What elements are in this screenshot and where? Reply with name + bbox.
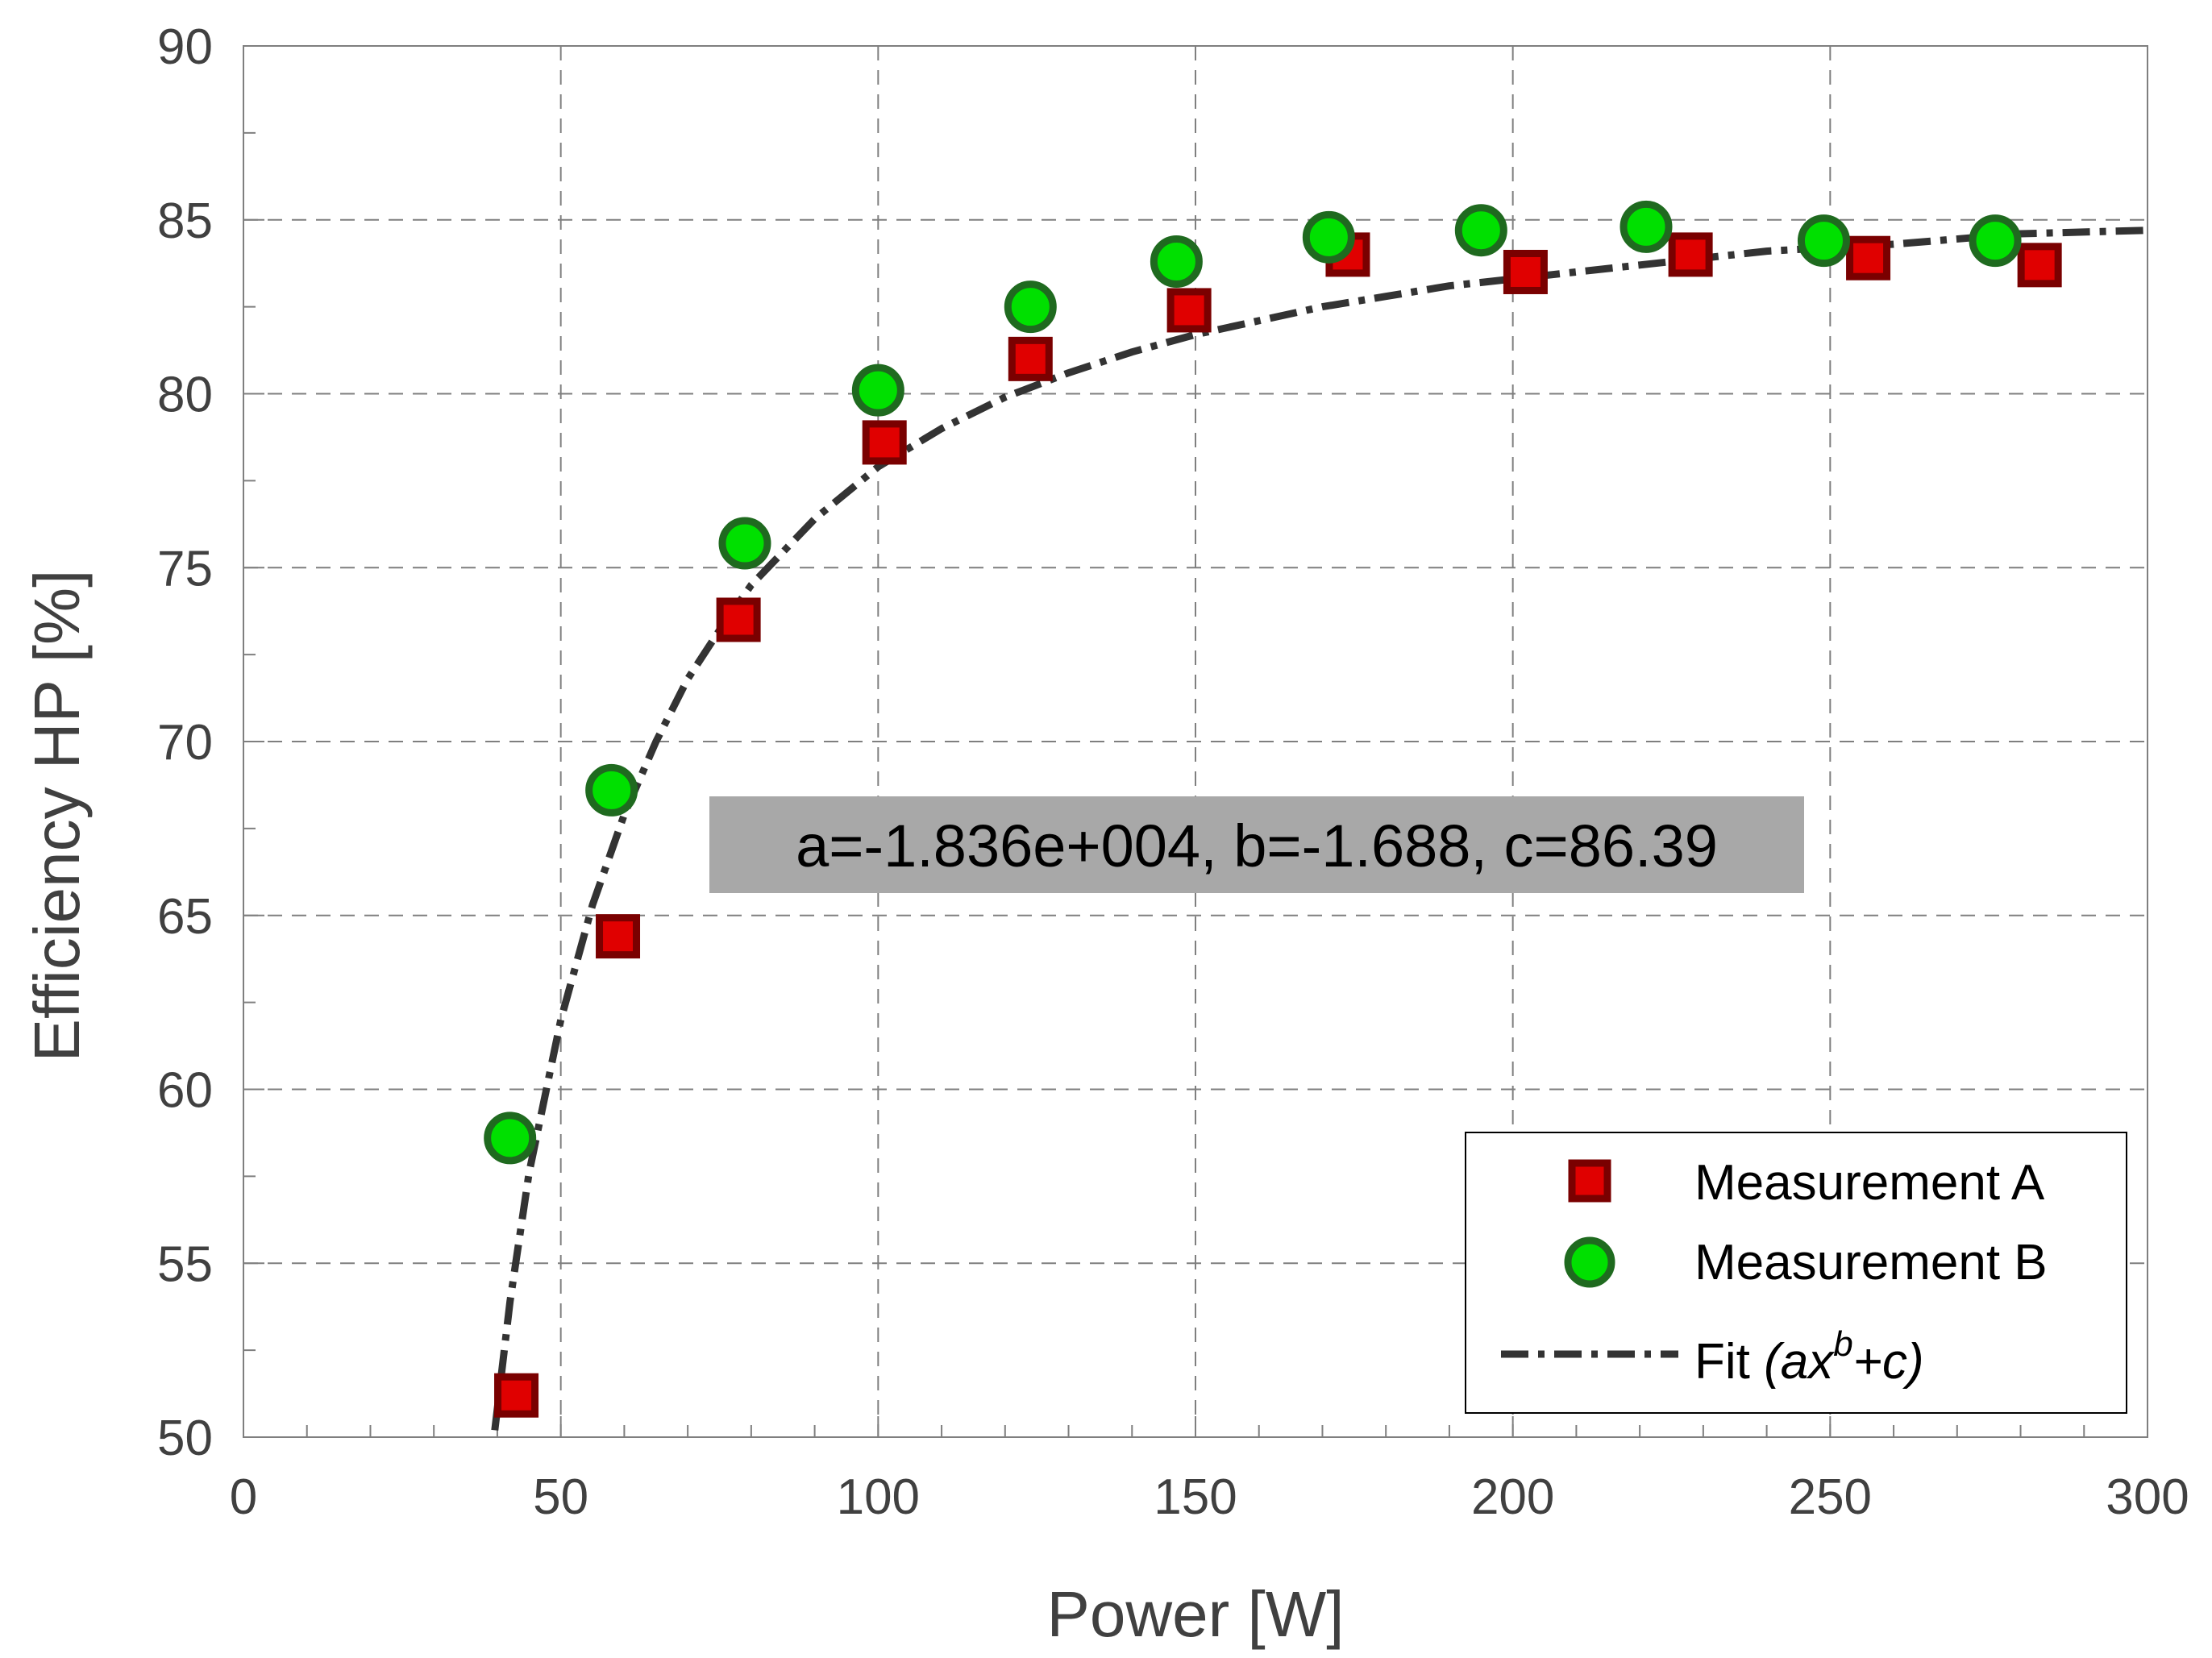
- measurement-a-point: [716, 597, 761, 642]
- x-tick-label: 0: [230, 1469, 257, 1525]
- measurement-a-point: [494, 1373, 539, 1418]
- measurement-a-point: [1846, 235, 1891, 280]
- fit-line: [491, 226, 2148, 1431]
- measurement-a-point: [1503, 249, 1548, 294]
- legend-fit-formula: (ax: [1764, 1334, 1835, 1390]
- measurement-a-point: [1166, 288, 1212, 333]
- measurement-b-point: [1454, 204, 1507, 257]
- y-tick-label: 70: [157, 715, 213, 771]
- legend: Measurement A Measurement B Fit (axb+c): [1465, 1132, 2127, 1414]
- fit-line-layer: [491, 226, 2148, 1431]
- y-tick-label: 65: [157, 889, 213, 945]
- y-tick-label: 80: [157, 368, 213, 423]
- measurement-b-point: [1150, 235, 1203, 289]
- measurement-b-point: [1302, 210, 1355, 264]
- legend-marker-a: [1568, 1159, 1611, 1203]
- legend-label-a: Measurement A: [1694, 1155, 2045, 1211]
- legend-fit-tail: +c): [1853, 1334, 1924, 1390]
- measurement-a-point: [596, 914, 641, 959]
- measurement-b-point: [1969, 214, 2022, 268]
- x-tick-label: 250: [1789, 1469, 1872, 1525]
- y-tick-label: 60: [157, 1063, 213, 1119]
- measurement-b-point: [718, 517, 771, 570]
- measurement-b-point: [1004, 280, 1057, 334]
- measurement-a-point: [2017, 243, 2062, 288]
- x-tick-labels: 0 50 100 150 200 250 300: [230, 1469, 2189, 1525]
- annotation-text: a=-1.836e+004, b=-1.688, c=86.39: [796, 812, 1718, 879]
- measurement-a-point: [1668, 232, 1713, 277]
- fit-annotation: a=-1.836e+004, b=-1.688, c=86.39: [709, 796, 1804, 893]
- x-tick-label: 300: [2106, 1469, 2189, 1525]
- measurement-b-point: [484, 1112, 537, 1165]
- x-tick-label: 200: [1471, 1469, 1554, 1525]
- plot-area-border: [243, 45, 2148, 1438]
- legend-label-fit: Fit (axb+c): [1694, 1324, 1924, 1390]
- x-tick-label: 50: [533, 1469, 588, 1525]
- y-tick-labels: 50 55 60 65 70 75 80 85 90: [157, 19, 213, 1466]
- y-tick-label: 50: [157, 1411, 213, 1466]
- measurement-b-point: [1797, 214, 1850, 268]
- y-axis-title: Efficiency HP [%]: [21, 570, 93, 1062]
- measurement-b-layer: [484, 200, 2022, 1165]
- measurement-b-point: [585, 763, 638, 817]
- y-tick-label: 55: [157, 1236, 213, 1292]
- measurement-a-point: [1008, 336, 1053, 381]
- legend-fit-word: Fit: [1694, 1334, 1764, 1390]
- x-tick-label: 100: [837, 1469, 920, 1525]
- y-tick-label: 75: [157, 541, 213, 596]
- legend-fit-exponent: b: [1833, 1324, 1852, 1364]
- y-tick-label: 85: [157, 193, 213, 249]
- x-tick-label: 150: [1154, 1469, 1237, 1525]
- measurement-b-point: [851, 364, 904, 417]
- y-tick-label: 90: [157, 19, 213, 75]
- annotation-box: [709, 796, 1804, 893]
- legend-label-b: Measurement B: [1694, 1235, 2048, 1290]
- x-axis-title: Power [W]: [1047, 1578, 1345, 1650]
- legend-marker-b: [1564, 1236, 1615, 1288]
- measurement-a-point: [862, 420, 907, 465]
- measurement-b-point: [1620, 200, 1673, 253]
